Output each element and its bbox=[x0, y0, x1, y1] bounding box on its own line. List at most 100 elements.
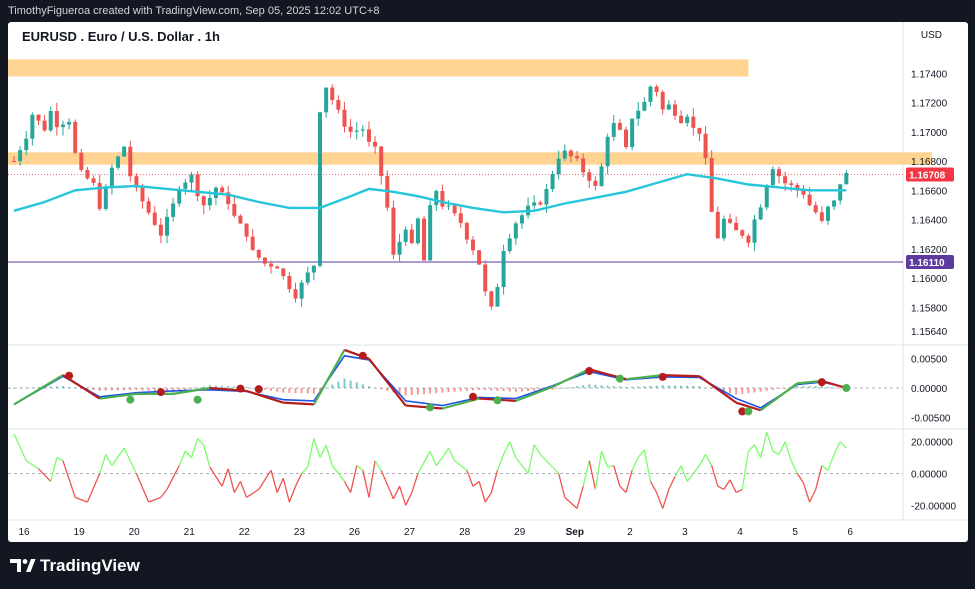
macd-histogram-bar bbox=[569, 387, 572, 388]
oscillator-line-segment bbox=[356, 465, 364, 471]
oscillator-line-segment bbox=[129, 460, 137, 474]
oscillator-line-segment bbox=[815, 465, 823, 490]
macd-histogram-bar bbox=[86, 388, 89, 390]
candle-up bbox=[311, 265, 316, 273]
macd-histogram-bar bbox=[435, 388, 438, 394]
price-tick-label: 1.17000 bbox=[911, 128, 948, 139]
current-price-label: 1.16708 bbox=[909, 171, 946, 182]
candle-down bbox=[152, 212, 157, 225]
candle-down bbox=[366, 129, 371, 142]
candle-down bbox=[568, 150, 573, 157]
oscillator-line-segment bbox=[411, 473, 419, 493]
candle-up bbox=[666, 104, 671, 110]
candle-up bbox=[24, 138, 29, 151]
oscillator-tick-label: 20.00000 bbox=[911, 438, 953, 449]
candle-down bbox=[464, 223, 469, 240]
macd-histogram-bar bbox=[361, 384, 364, 388]
candle-up bbox=[415, 218, 420, 244]
candle-down bbox=[36, 114, 41, 121]
time-tick-label: Sep bbox=[566, 527, 584, 538]
oscillator-line-segment bbox=[802, 482, 811, 503]
candle-down bbox=[813, 205, 818, 213]
macd-histogram-bar bbox=[270, 388, 273, 391]
macd-histogram-bar bbox=[49, 386, 52, 388]
candle-up bbox=[18, 150, 23, 162]
oscillator-line-segment bbox=[349, 465, 358, 493]
oscillator-line-segment bbox=[533, 444, 541, 455]
candle-down bbox=[422, 218, 427, 261]
macd-line-segment bbox=[552, 368, 590, 388]
oscillator-line-segment bbox=[105, 454, 113, 466]
macd-histogram-bar bbox=[520, 388, 523, 392]
macd-histogram-bar bbox=[600, 385, 603, 388]
level-price-label: 1.16110 bbox=[909, 258, 945, 269]
macd-histogram-bar bbox=[312, 388, 315, 394]
candle-down bbox=[287, 275, 292, 290]
oscillator-line-segment bbox=[631, 457, 639, 471]
chart-canvas[interactable]: 1.17400 1.17200 1.17000 1.16800 1.16600 1.164… bbox=[8, 22, 968, 542]
symbol-title[interactable]: EURUSD . Euro / U.S. Dollar . 1h bbox=[22, 29, 220, 44]
price-tick-label: 1.17400 bbox=[911, 69, 948, 80]
macd-histogram-bar bbox=[233, 386, 236, 388]
oscillator-line-segment bbox=[662, 489, 670, 509]
oscillator-line-segment bbox=[313, 438, 321, 458]
macd-histogram-bar bbox=[398, 388, 401, 394]
macd-histogram-bar bbox=[820, 386, 823, 388]
candle-down bbox=[715, 211, 720, 239]
oscillator-line-segment bbox=[276, 478, 284, 493]
candle-down bbox=[789, 183, 794, 185]
chart-frame[interactable]: 1.17400 1.17200 1.17000 1.16800 1.16600 1.164… bbox=[8, 22, 968, 542]
macd-histogram-bar bbox=[649, 385, 652, 388]
oscillator-line-segment bbox=[209, 466, 223, 487]
macd-histogram-bar bbox=[92, 388, 95, 391]
macd-histogram-bar bbox=[814, 386, 817, 388]
candle-up bbox=[550, 174, 555, 190]
macd-signal-line bbox=[13, 354, 847, 409]
macd-line-segment bbox=[283, 401, 314, 406]
macd-histogram-bar bbox=[98, 388, 101, 391]
brand-name: TradingView bbox=[40, 556, 140, 575]
oscillator-line-segment bbox=[160, 488, 168, 498]
oscillator-line-segment bbox=[496, 454, 505, 471]
macd-histogram-bar bbox=[386, 388, 389, 391]
time-tick-label: 22 bbox=[239, 527, 251, 538]
candle-up bbox=[305, 272, 310, 283]
oscillator-line-segment bbox=[478, 481, 486, 503]
macd-histogram-bar bbox=[839, 388, 842, 389]
oscillator-line-segment bbox=[735, 488, 743, 494]
currency-label[interactable]: USD bbox=[920, 30, 942, 41]
macd-histogram-bar bbox=[612, 386, 615, 388]
macd-cross-down-marker bbox=[358, 351, 367, 360]
oscillator-line-segment bbox=[490, 470, 499, 493]
candle-up bbox=[611, 123, 616, 137]
macd-histogram-bar bbox=[331, 384, 334, 388]
oscillator-line-segment bbox=[325, 444, 333, 466]
macd-line-segment bbox=[405, 404, 443, 410]
candle-up bbox=[403, 229, 408, 242]
oscillator-line-segment bbox=[778, 441, 786, 455]
macd-histogram-bar bbox=[643, 386, 646, 388]
candle-down bbox=[293, 289, 298, 299]
oscillator-line-segment bbox=[809, 489, 817, 503]
oscillator-line-segment bbox=[723, 479, 731, 490]
macd-histogram-bar bbox=[533, 388, 536, 391]
candle-down bbox=[807, 194, 812, 206]
price-tick-label: 1.15640 bbox=[911, 327, 948, 338]
oscillator-line-segment bbox=[190, 438, 199, 458]
candle-up bbox=[501, 251, 506, 288]
oscillator-line-segment bbox=[668, 476, 676, 490]
oscillator-line-segment bbox=[99, 454, 107, 474]
candle-up bbox=[397, 241, 402, 255]
macd-histogram-bar bbox=[692, 385, 695, 388]
candle-down bbox=[795, 184, 800, 191]
price-tick-label: 1.15800 bbox=[911, 303, 948, 314]
creator-caption: TimothyFigueroa created with TradingView… bbox=[8, 5, 380, 17]
oscillator-line-segment bbox=[441, 447, 450, 458]
macd-histogram-bar bbox=[826, 386, 829, 388]
candle-down bbox=[593, 180, 598, 186]
macd-histogram-bar bbox=[576, 386, 579, 388]
candle-down bbox=[538, 202, 543, 205]
candle-down bbox=[483, 264, 488, 292]
candle-up bbox=[360, 129, 365, 131]
oscillator-line-segment bbox=[184, 450, 192, 459]
